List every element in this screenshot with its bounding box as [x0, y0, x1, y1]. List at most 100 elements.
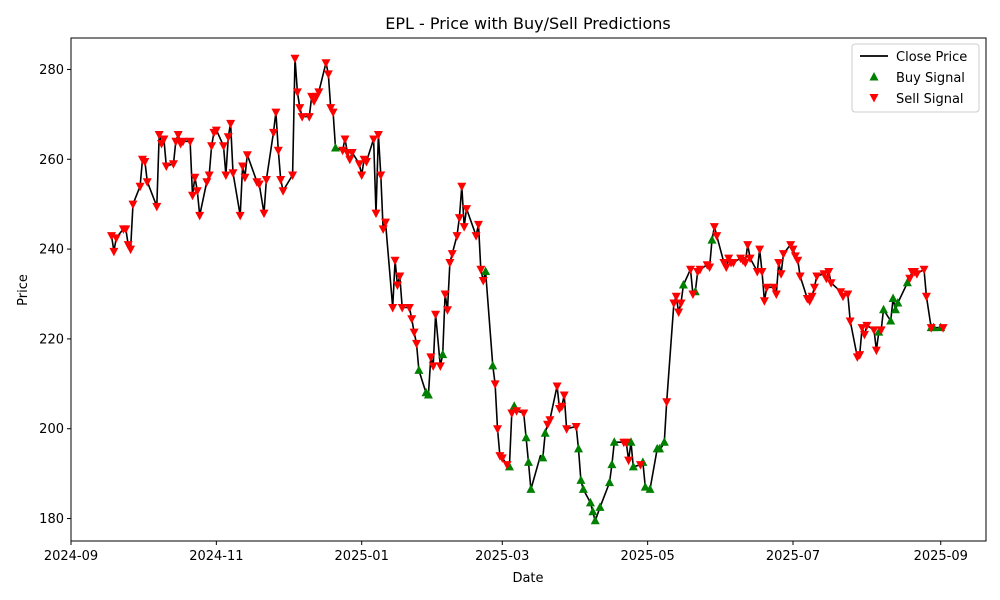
sell-signal-marker: [635, 461, 645, 470]
sell-signal-marker: [462, 205, 472, 214]
sell-signal-marker: [490, 380, 500, 389]
sell-signal-marker: [759, 297, 769, 306]
sell-signal-marker: [447, 250, 457, 259]
sell-signal-marker: [304, 113, 314, 122]
sell-signal-marker: [454, 214, 464, 223]
axes-frame: [70, 37, 987, 542]
sell-signal-marker: [242, 151, 252, 160]
sell-signal-marker: [161, 162, 171, 171]
sell-signal-marker: [412, 339, 422, 349]
legend-close-price-label: Close Price: [896, 50, 967, 65]
sell-signal-marker: [762, 283, 772, 293]
sell-signal-marker: [721, 263, 731, 273]
sell-signal-marker: [674, 308, 684, 317]
x-tick-label: 2025-09: [914, 549, 968, 564]
sell-signal-marker: [395, 272, 405, 282]
sell-signal-marker: [121, 225, 131, 234]
sell-signal-marker: [361, 158, 371, 167]
sell-signal-marker: [168, 160, 178, 169]
sell-signal-marker: [142, 178, 152, 187]
sell-signal-marker: [905, 274, 915, 284]
sell-signal-marker: [778, 250, 788, 259]
sell-signal-marker: [288, 171, 298, 180]
x-tick-label: 2025-05: [620, 549, 674, 564]
buy-signal-marker: [626, 437, 636, 446]
sell-signal-marker: [111, 234, 121, 243]
sell-signal-marker: [159, 135, 169, 145]
sell-signal-marker: [519, 409, 529, 419]
sell-signal-marker: [354, 160, 364, 169]
sell-signal-marker: [107, 232, 117, 241]
sell-signal-marker: [273, 146, 283, 156]
x-tick-label: 2025-03: [475, 549, 529, 564]
sell-signal-marker: [226, 119, 236, 129]
sell-signal-marker: [326, 104, 336, 113]
sell-signal-marker: [843, 290, 853, 299]
sell-signal-marker: [328, 108, 338, 118]
sell-signal-marker: [624, 456, 634, 466]
sell-signal-marker: [152, 202, 162, 212]
buy-signal-marker: [578, 484, 588, 493]
sell-signal-marker: [724, 254, 734, 264]
sell-signal-marker: [621, 438, 631, 448]
buy-signal-marker: [607, 459, 617, 469]
sell-signal-marker: [859, 330, 869, 340]
plot-area: [107, 54, 948, 525]
sell-signal-marker: [204, 171, 214, 180]
y-tick-label: 240: [39, 243, 64, 258]
sell-signal-marker: [445, 259, 455, 268]
sell-signal-marker: [507, 409, 517, 419]
sell-signal-marker: [809, 283, 819, 293]
sell-signal-marker: [223, 133, 233, 142]
sell-signal-marker: [552, 382, 562, 392]
sell-signal-marker: [819, 270, 829, 279]
sell-signal-marker: [271, 108, 281, 118]
sell-signal-marker: [190, 173, 200, 183]
buy-signal-marker: [707, 235, 717, 244]
sell-signal-marker: [493, 425, 503, 434]
buy-signal-marker: [640, 482, 650, 491]
y-axis-ticks: 180 200 220 240 260 280: [39, 63, 71, 527]
buy-signal-marker: [628, 461, 638, 471]
sell-signal-marker: [228, 169, 238, 178]
sell-signal-marker: [719, 259, 729, 268]
sell-signal-marker: [376, 171, 386, 180]
sell-signal-marker: [378, 225, 388, 234]
sell-signal-marker: [774, 259, 784, 268]
sell-signal-marker: [757, 268, 767, 277]
buy-signal-marker: [886, 315, 896, 325]
buy-signal-marker: [659, 437, 669, 446]
sell-signal-marker: [857, 324, 867, 333]
sell-signal-marker: [276, 175, 286, 185]
y-axis-label: Price: [16, 274, 31, 306]
y-tick-label: 280: [39, 63, 64, 78]
sell-signal-marker: [369, 135, 379, 145]
sell-signal-marker: [278, 187, 288, 196]
buy-signal-marker: [423, 390, 433, 399]
sell-signal-marker: [397, 303, 407, 313]
sell-signal-marker: [755, 245, 765, 255]
sell-signal-marker: [728, 259, 738, 268]
legend-buy-signal-swatch: [869, 72, 879, 81]
sell-signal-marker: [478, 277, 488, 286]
sell-signal-marker: [195, 211, 205, 221]
sell-signal-marker: [221, 171, 231, 180]
sell-signal-marker: [452, 232, 462, 241]
buy-signal-marker: [521, 432, 531, 442]
sell-signal-marker: [373, 131, 383, 140]
sell-signal-marker: [185, 137, 195, 147]
sell-signal-marker: [211, 126, 221, 136]
sell-signal-marker: [795, 272, 805, 282]
sell-signal-marker: [695, 265, 705, 275]
sell-signal-marker: [545, 416, 555, 425]
sell-signal-marker: [869, 326, 879, 335]
buy-signal-marker: [595, 502, 605, 511]
sell-signal-marker: [188, 191, 198, 201]
sell-signal-marker: [912, 270, 922, 279]
sell-signal-marker: [497, 454, 507, 463]
sell-signal-marker: [390, 256, 400, 266]
sell-signal-marker: [238, 162, 248, 171]
sell-signal-marker: [381, 218, 391, 228]
sell-signal-marker: [407, 315, 417, 324]
buy-signal-marker: [655, 443, 665, 453]
